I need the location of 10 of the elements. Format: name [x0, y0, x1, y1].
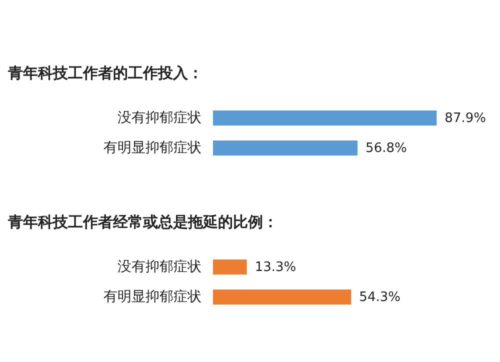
data-label: 13.3%: [254, 260, 296, 275]
y-tick-label: 有明显抑郁症状: [104, 140, 202, 156]
y-tick-label: 没有抑郁症状: [118, 110, 202, 126]
data-label: 54.3%: [359, 290, 400, 305]
chart-title: 青年科技工作者的工作投入：: [7, 64, 203, 82]
chart-title: 青年科技工作者经常或总是拖延的比例：: [7, 213, 278, 231]
y-tick-label: 有明显抑郁症状: [104, 289, 202, 305]
data-label: 87.9%: [444, 111, 486, 126]
data-label: 56.8%: [366, 141, 407, 156]
y-tick-label: 没有抑郁症状: [118, 259, 202, 275]
